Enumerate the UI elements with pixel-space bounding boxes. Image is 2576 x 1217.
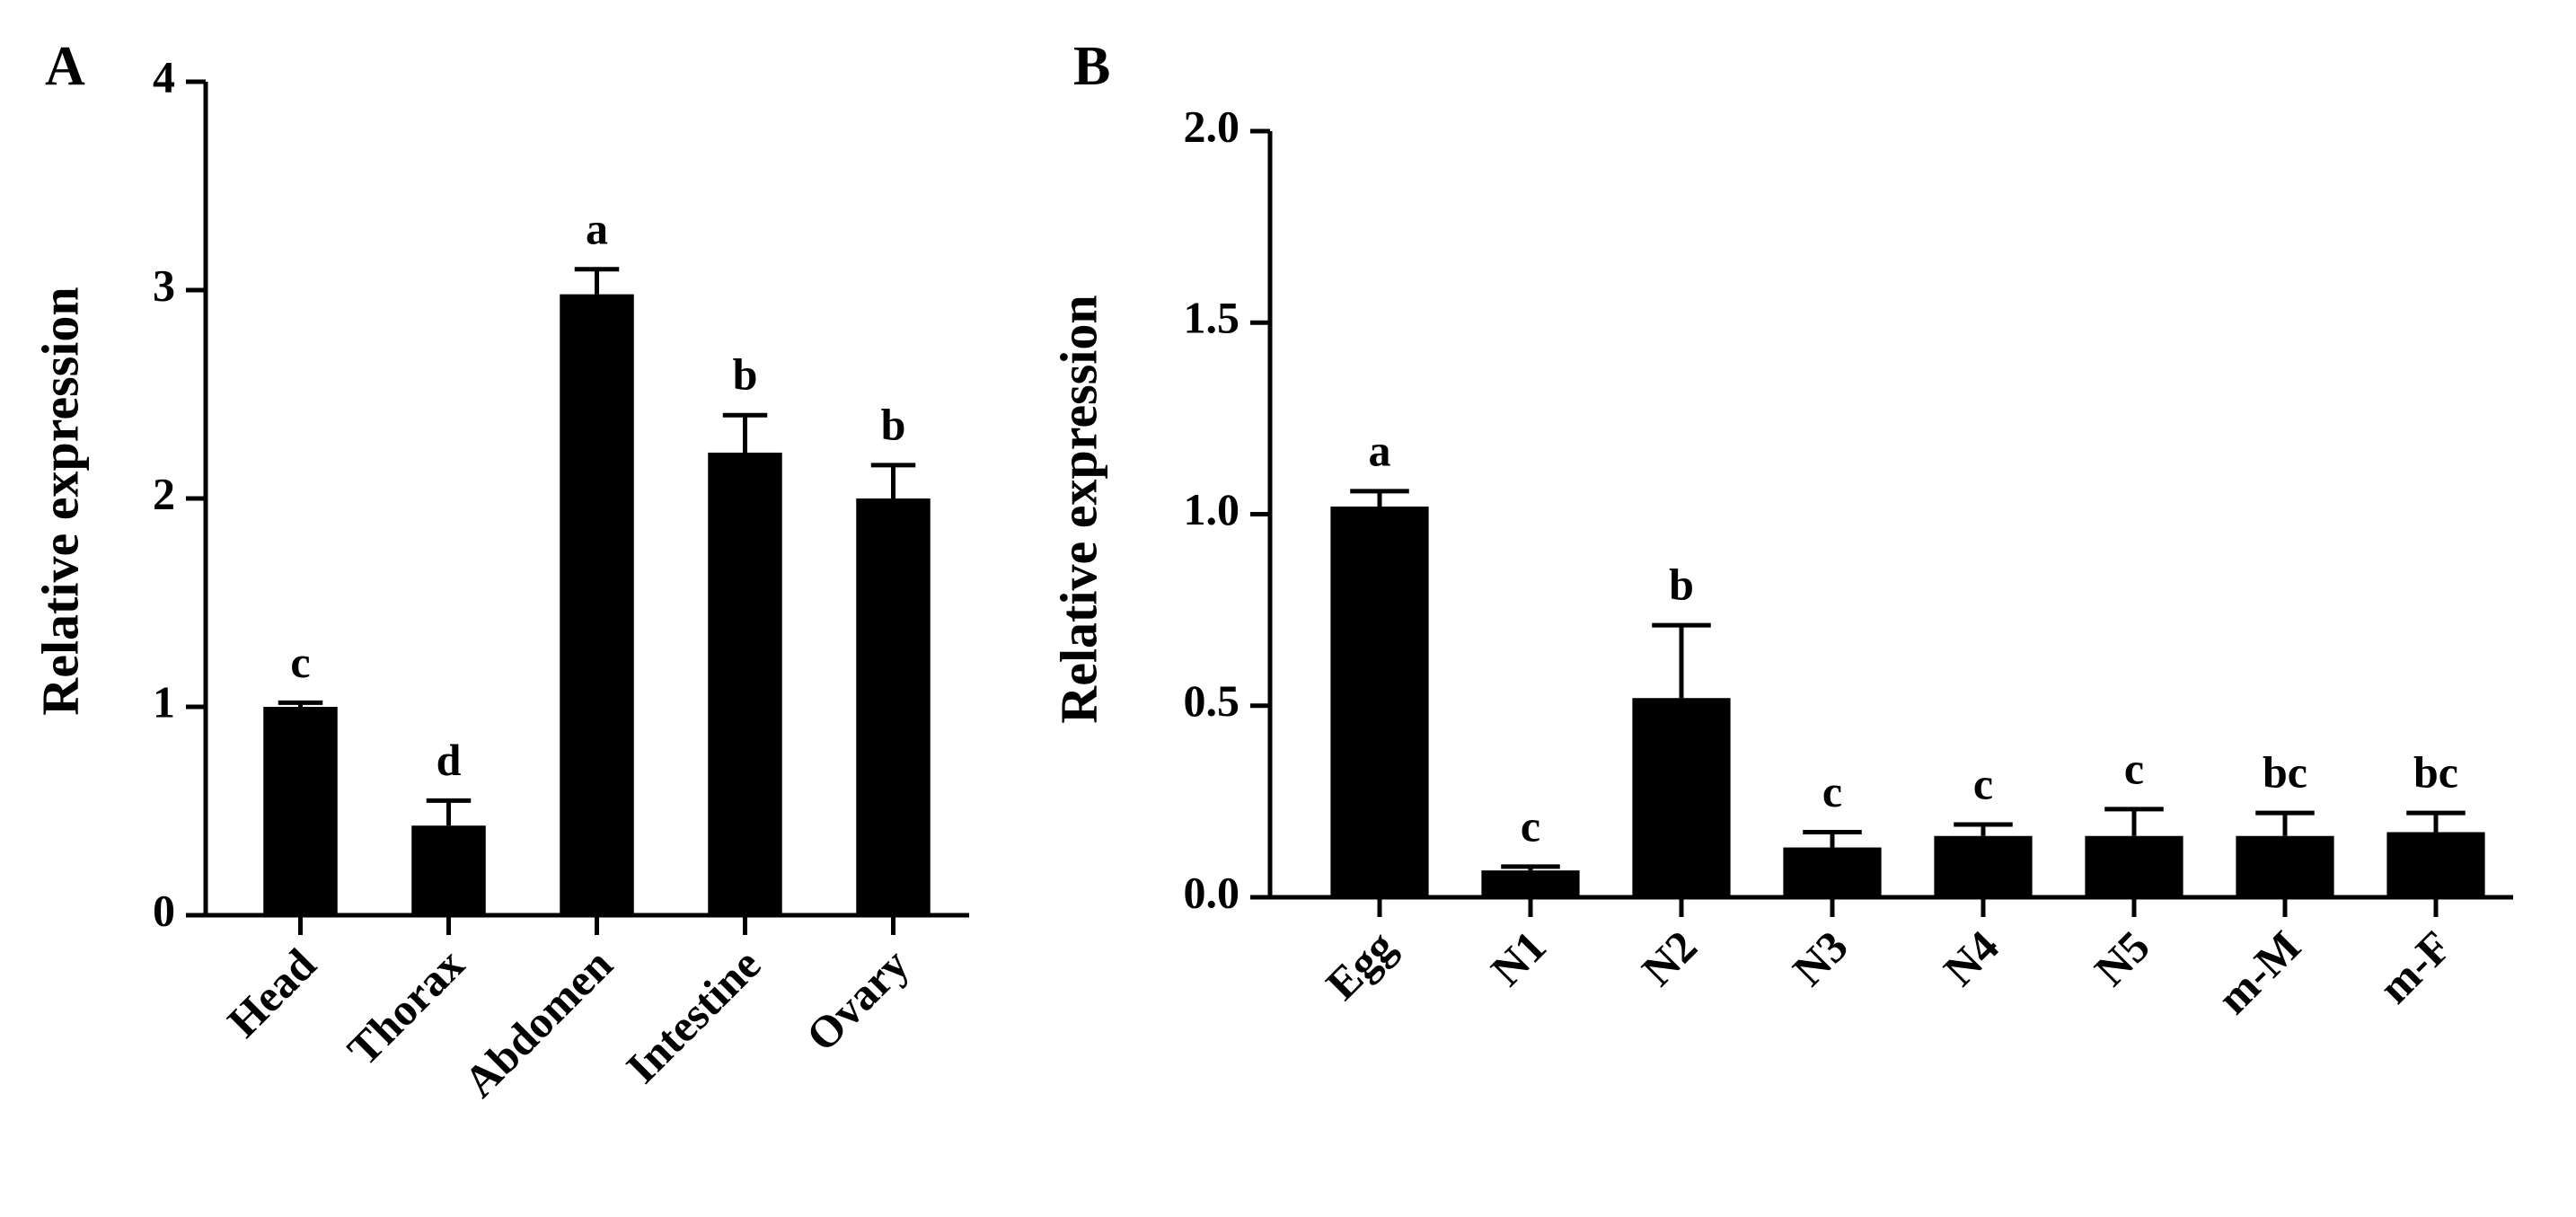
y-tick-label: 4 [153, 51, 175, 101]
y-tick-label: 0.0 [1184, 867, 1240, 917]
significance-letter: b [1669, 560, 1694, 610]
y-tick-label: 1.0 [1184, 484, 1240, 534]
x-tick-label: Head [217, 939, 325, 1046]
x-tick-label: m-F [2369, 921, 2460, 1012]
y-tick-label: 3 [153, 260, 175, 310]
x-tick-label: N4 [1934, 921, 2008, 995]
y-tick-label: 0 [153, 885, 175, 935]
x-tick-label: Intestine [616, 939, 770, 1092]
significance-letter: c [2124, 743, 2144, 793]
y-tick-label: 1 [153, 676, 175, 727]
x-tick-label: Abdomen [454, 939, 622, 1107]
bar [263, 707, 338, 915]
y-tick-label: 2 [153, 468, 175, 518]
x-tick-label: Ovary [797, 939, 919, 1061]
bar [1330, 506, 1429, 897]
bar [856, 498, 931, 915]
y-axis-label: Relative expression [31, 287, 89, 715]
bar [2085, 835, 2183, 897]
bar [411, 825, 486, 915]
y-axis-label: Relative expression [1049, 295, 1107, 723]
x-tick-label: N3 [1783, 921, 1857, 995]
bar [1934, 835, 2033, 897]
significance-letter: a [1369, 425, 1391, 475]
x-tick-label: Thorax [338, 939, 474, 1075]
x-tick-label: N2 [1632, 921, 1707, 995]
significance-letter: c [1973, 758, 1993, 808]
y-tick-label: 2.0 [1184, 101, 1240, 151]
significance-letter: c [1822, 766, 1842, 816]
bar [1783, 847, 1882, 897]
significance-letter: d [437, 735, 462, 785]
panel-label: A [45, 36, 85, 97]
x-tick-label: N1 [1481, 921, 1556, 995]
bar [708, 452, 782, 916]
bar [2236, 835, 2334, 897]
x-tick-label: m-M [2208, 921, 2310, 1023]
bar [1481, 870, 1580, 897]
y-tick-label: 1.5 [1184, 293, 1240, 343]
significance-letter: a [586, 203, 608, 253]
significance-letter: bc [2413, 747, 2458, 798]
significance-letter: bc [2263, 747, 2307, 798]
bar [2386, 832, 2485, 897]
bar [560, 294, 634, 915]
panel-label: B [1073, 36, 1110, 97]
significance-letter: b [881, 399, 906, 449]
x-tick-label: N5 [2085, 921, 2159, 995]
significance-letter: b [733, 349, 758, 400]
significance-letter: c [1521, 800, 1540, 851]
y-tick-label: 0.5 [1184, 675, 1240, 726]
bar [1632, 698, 1731, 897]
significance-letter: c [290, 637, 310, 687]
x-tick-label: Egg [1316, 921, 1405, 1010]
